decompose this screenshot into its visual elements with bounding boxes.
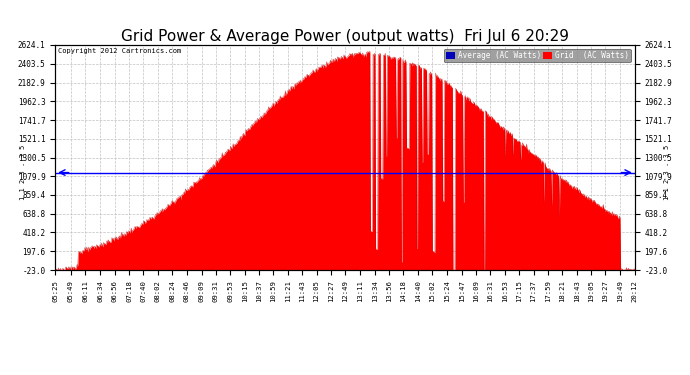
Text: Copyright 2012 Cartronics.com: Copyright 2012 Cartronics.com	[58, 48, 181, 54]
Text: 1 1 2 3 . 3 5: 1 1 2 3 . 3 5	[664, 145, 670, 200]
Text: 1 1 2 3 . 3 5: 1 1 2 3 . 3 5	[20, 145, 26, 200]
Title: Grid Power & Average Power (output watts)  Fri Jul 6 20:29: Grid Power & Average Power (output watts…	[121, 29, 569, 44]
Legend: Average (AC Watts), Grid  (AC Watts): Average (AC Watts), Grid (AC Watts)	[444, 49, 631, 62]
